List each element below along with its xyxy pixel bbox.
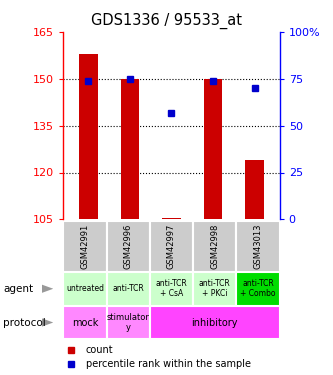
Text: GDS1336 / 95533_at: GDS1336 / 95533_at [91,13,242,29]
Bar [63,221,107,272]
Text: GSM42996: GSM42996 [124,224,133,269]
Text: GSM42991: GSM42991 [80,224,90,269]
Bar [63,306,107,339]
Text: inhibitory: inhibitory [191,318,238,327]
Text: anti-TCR
+ PKCi: anti-TCR + PKCi [199,279,231,298]
Bar [162,218,181,219]
Bar [236,272,280,306]
Bar [79,54,98,219]
Bar [150,306,280,339]
Bar [193,221,236,272]
Text: protocol: protocol [3,318,46,327]
Text: GSM42998: GSM42998 [210,224,219,269]
Text: anti-TCR
+ CsA: anti-TCR + CsA [156,279,187,298]
Text: stimulator
y: stimulator y [107,313,150,332]
Text: anti-TCR
+ Combo: anti-TCR + Combo [240,279,276,298]
Polygon shape [42,318,53,327]
Text: percentile rank within the sample: percentile rank within the sample [86,359,251,369]
Bar [107,306,150,339]
Bar [204,79,222,219]
Text: GSM43013: GSM43013 [253,224,263,269]
Text: mock: mock [72,318,98,327]
Text: agent: agent [3,284,33,294]
Bar [150,221,193,272]
Bar [121,79,139,219]
Polygon shape [42,285,53,293]
Text: anti-TCR: anti-TCR [112,284,144,293]
Bar [107,221,150,272]
Text: count: count [86,345,113,355]
Text: GSM42997: GSM42997 [167,224,176,269]
Bar [150,272,193,306]
Bar [63,272,107,306]
Bar [107,272,150,306]
Text: untreated: untreated [66,284,104,293]
Bar [236,221,280,272]
Bar [245,160,264,219]
Bar [193,272,236,306]
